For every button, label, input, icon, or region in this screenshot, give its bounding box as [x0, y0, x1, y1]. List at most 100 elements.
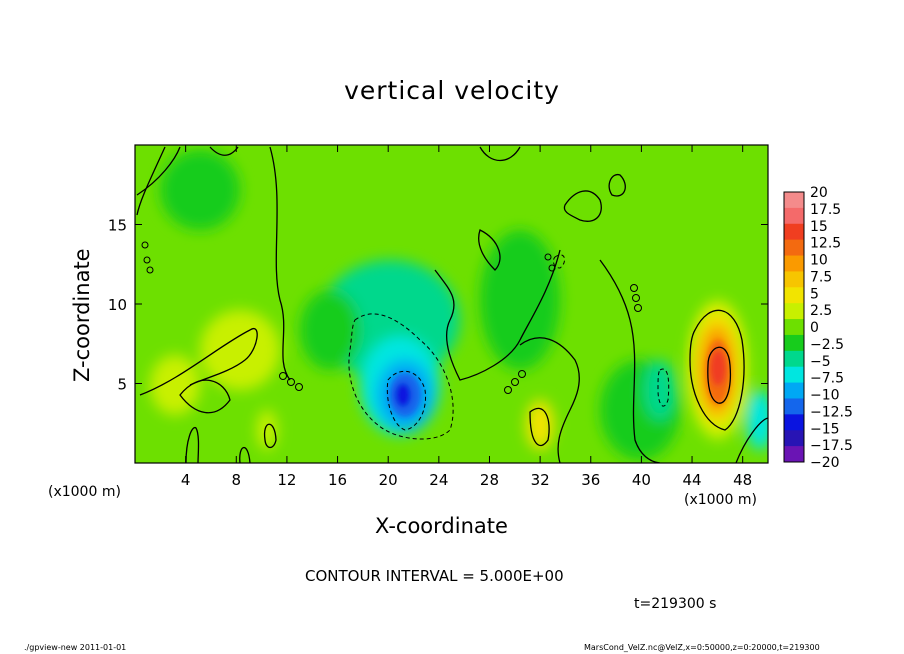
colorbar-swatch [784, 239, 804, 257]
contour-ring [511, 378, 519, 386]
x-tick-label: 24 [429, 471, 448, 489]
colorbar-swatch [784, 207, 804, 225]
x-tick-label: 40 [632, 471, 651, 489]
contour-line [434, 249, 561, 381]
footer-right: MarsCond_VelZ.nc@VelZ,x=0:50000,z=0:2000… [584, 643, 820, 652]
colorbar-swatch [784, 192, 804, 209]
colorbar-label: 10 [810, 253, 828, 269]
contour-line [179, 379, 231, 414]
colorbar-label: 12.5 [810, 236, 841, 252]
time-label: t=219300 s [634, 596, 717, 612]
colorbar-label: 2.5 [810, 303, 832, 319]
colorbar-label: −7.5 [810, 371, 844, 387]
contour-ring [632, 294, 640, 302]
contour-line [136, 146, 181, 196]
colorbar-swatch [784, 414, 804, 431]
x-axis-label: X-coordinate [375, 514, 508, 538]
contour-line [519, 337, 580, 463]
colorbar-label: 7.5 [810, 269, 832, 285]
field-blob [160, 150, 240, 230]
colorbar: 2017.51512.5107.552.50−2.5−5−7.5−10−12.5… [783, 185, 853, 471]
contour-line [608, 173, 626, 197]
x-tick-label: 4 [181, 471, 191, 489]
chart-title: vertical velocity [344, 76, 560, 105]
contour-ring [141, 241, 149, 249]
contour-line-negative [552, 254, 566, 269]
colorbar-label: −5 [810, 354, 831, 370]
contour-ring [504, 386, 512, 394]
colorbar-label: 20 [810, 185, 828, 201]
contour-ring [143, 256, 151, 264]
x-tick-label: 20 [379, 471, 398, 489]
x-tick-label: 36 [581, 471, 600, 489]
y-tick-label: 10 [108, 296, 127, 314]
x-axis: 4 8 12 16 20 24 28 32 36 40 44 48 [181, 145, 752, 489]
contour-line-negative [348, 313, 454, 440]
contour-rings [141, 241, 642, 394]
colorbar-swatch [784, 446, 804, 463]
field-blob [300, 290, 360, 370]
field-blob [150, 355, 200, 415]
y-tick-label: 15 [108, 217, 127, 235]
colorbar-label: −10 [810, 388, 840, 404]
x-unit-label-right: (x1000 m) [684, 492, 757, 508]
contour-line [263, 423, 277, 449]
colorbar-swatch [784, 223, 804, 241]
contour-line [478, 229, 501, 271]
contour-line [707, 346, 732, 404]
colorbar-swatch [784, 350, 804, 368]
field-blob [200, 310, 280, 390]
x-tick-label: 16 [328, 471, 347, 489]
contour-line [563, 190, 602, 222]
contour-line [689, 309, 745, 431]
contour-line [269, 146, 291, 381]
colorbar-swatch [784, 287, 804, 304]
colorbar-swatch [784, 303, 804, 320]
colorbar-label: −12.5 [810, 404, 853, 420]
contour-ring [146, 266, 154, 274]
field-blob [257, 410, 277, 450]
contour-ring [295, 383, 303, 391]
colorbar-swatch [784, 366, 804, 384]
contour-line [239, 446, 251, 463]
contour-ring [548, 264, 556, 272]
field-blob [746, 390, 768, 450]
contour-line-negative [386, 370, 427, 431]
colorbar-label: 15 [810, 219, 828, 235]
contour-line [479, 146, 521, 162]
x-unit-label-left: (x1000 m) [48, 484, 121, 500]
colorbar-label: −15 [810, 421, 840, 437]
field-blob [644, 360, 676, 420]
contour-interval-label: CONTOUR INTERVAL = 5.000E+00 [305, 567, 564, 585]
x-tick-label: 12 [277, 471, 296, 489]
colorbar-swatch [784, 398, 804, 415]
contour-ring [518, 370, 526, 378]
x-tick-label: 48 [733, 471, 752, 489]
x-tick-label: 28 [480, 471, 499, 489]
contour-lines [136, 146, 768, 463]
field-blob [710, 350, 726, 386]
x-tick-label: 32 [531, 471, 550, 489]
x-tick-label: 44 [682, 471, 701, 489]
y-axis: 5 10 15 [108, 217, 768, 394]
contour-ring [287, 378, 295, 386]
colorbar-label: −2.5 [810, 337, 844, 353]
contour-lines-negative [348, 254, 670, 440]
field-blob [480, 230, 560, 370]
contour-line [735, 417, 768, 463]
colorbar-swatch [784, 271, 804, 288]
colorbar-swatch [784, 255, 804, 272]
contour-ring [634, 304, 642, 312]
field-blob [395, 383, 411, 407]
colorbar-frame [783, 191, 805, 463]
colorbar-label: 0 [810, 320, 819, 336]
contour-ring [544, 253, 552, 261]
y-tick-label: 5 [117, 376, 127, 394]
x-tick-label: 8 [232, 471, 242, 489]
colorbar-swatch [784, 430, 804, 447]
contour-line [529, 407, 550, 446]
colorbar-swatch [784, 334, 804, 352]
colorbar-label: −17.5 [810, 438, 853, 454]
colorbar-label: 17.5 [810, 202, 841, 218]
